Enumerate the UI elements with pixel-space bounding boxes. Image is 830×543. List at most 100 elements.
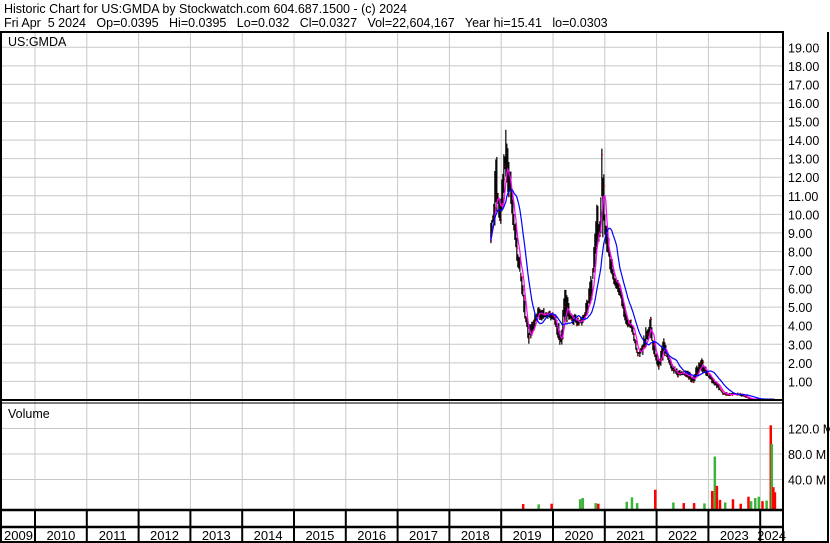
close-tick	[578, 323, 581, 325]
close-tick	[603, 185, 606, 187]
volume-bar	[772, 487, 775, 509]
close-tick	[636, 350, 639, 352]
close-tick	[577, 317, 580, 319]
close-tick	[630, 319, 633, 321]
year-label: 2021	[616, 528, 645, 543]
close-tick	[729, 394, 732, 396]
close-tick	[516, 247, 519, 249]
price-tick-label: 5.00	[788, 301, 812, 315]
close-tick	[637, 354, 640, 357]
close-tick	[601, 154, 604, 156]
close-tick	[508, 195, 511, 197]
close-tick	[642, 346, 645, 348]
close-tick	[726, 394, 729, 396]
price-tick-label: 13.00	[788, 153, 819, 167]
close-tick	[633, 333, 636, 336]
close-tick	[618, 285, 621, 287]
close-tick	[663, 341, 666, 343]
volume-bar	[672, 502, 675, 509]
volume-bar	[635, 503, 639, 509]
price-tick-label: 8.00	[788, 245, 812, 259]
price-tick-label: 6.00	[788, 283, 812, 297]
close-tick	[593, 270, 596, 272]
year-label: 2020	[564, 528, 593, 543]
price-tick-label: 2.00	[788, 357, 812, 371]
year-label: 2011	[99, 528, 127, 543]
volume-tick-label: 80.0 M	[788, 448, 826, 462]
short-moving-average-line	[490, 167, 774, 400]
volume-bar	[692, 503, 696, 509]
close-tick	[500, 219, 503, 221]
volume-bar	[723, 502, 727, 509]
close-tick	[503, 178, 506, 181]
price-tick-label: 9.00	[788, 227, 812, 241]
close-tick	[654, 353, 657, 356]
year-label: 2023	[720, 528, 749, 543]
chart-header-quote: Fri Apr 5 2024 Op=0.0395 Hi=0.0395 Lo=0.…	[4, 16, 608, 30]
close-tick	[521, 276, 524, 278]
price-tick-label: 3.00	[788, 338, 812, 352]
year-label: 2010	[46, 528, 75, 543]
price-panel-title: US:GMDA	[8, 35, 67, 49]
close-tick	[731, 394, 734, 397]
long-moving-average-line	[490, 188, 774, 400]
close-tick	[691, 381, 694, 383]
year-label: 2019	[513, 528, 542, 543]
close-tick	[650, 318, 653, 321]
volume-bar	[773, 492, 777, 509]
volume-bar	[710, 490, 714, 509]
price-tick-label: 18.00	[788, 60, 819, 74]
close-tick	[721, 391, 724, 393]
close-tick	[702, 361, 705, 363]
close-tick	[534, 320, 537, 322]
volume-bar	[715, 485, 719, 509]
close-tick	[501, 203, 504, 205]
price-tick-label: 19.00	[788, 41, 819, 55]
close-tick	[539, 309, 542, 311]
close-tick	[688, 378, 691, 380]
close-tick	[627, 322, 630, 324]
volume-bar	[770, 443, 774, 509]
volume-bar	[581, 497, 584, 509]
volume-bar	[578, 499, 582, 509]
volume-bar	[630, 497, 634, 509]
year-label: 2012	[150, 528, 179, 543]
price-tick-label: 1.00	[788, 375, 812, 389]
close-tick	[576, 324, 579, 327]
volume-bar	[749, 501, 753, 509]
volume-bar	[550, 503, 553, 509]
close-tick	[720, 389, 723, 391]
price-tick-label: 4.00	[788, 320, 812, 334]
price-tick-label: 12.00	[788, 171, 819, 185]
volume-bar	[753, 497, 757, 509]
close-tick	[679, 370, 682, 372]
price-tick-label: 14.00	[788, 134, 819, 148]
year-label: 2013	[202, 528, 231, 543]
close-tick	[658, 365, 661, 367]
close-tick	[490, 240, 493, 242]
volume-bar	[718, 499, 722, 509]
year-label: 2024	[757, 528, 786, 543]
close-tick	[520, 275, 523, 277]
year-label: 2014	[254, 528, 283, 543]
close-tick	[677, 376, 680, 378]
close-tick	[522, 289, 525, 291]
close-tick	[566, 320, 569, 322]
close-tick	[549, 311, 552, 313]
price-tick-label: 11.00	[788, 190, 818, 204]
chart-header-title: Historic Chart for US:GMDA by Stockwatch…	[4, 2, 407, 16]
volume-bar	[739, 503, 742, 509]
volume-bar	[713, 456, 717, 509]
close-tick	[569, 318, 572, 320]
price-tick-label: 15.00	[788, 116, 819, 130]
close-tick	[653, 343, 656, 345]
volume-bar	[521, 504, 525, 509]
price-tick-label: 7.00	[788, 264, 812, 278]
volume-bar	[703, 503, 706, 509]
close-tick	[718, 385, 721, 387]
volume-bar	[597, 503, 600, 509]
volume-bar	[747, 496, 750, 509]
volume-bar	[682, 503, 685, 509]
year-label: 2016	[357, 528, 386, 543]
